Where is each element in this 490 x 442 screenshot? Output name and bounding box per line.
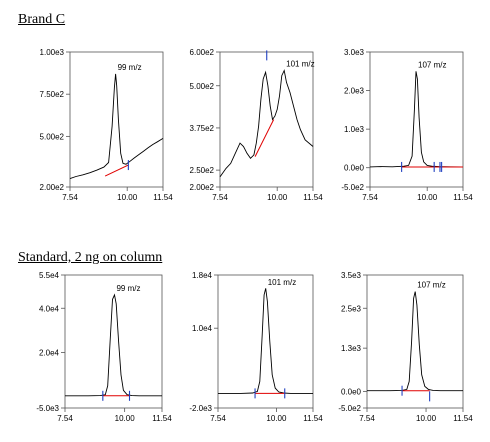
series-trace (369, 71, 464, 168)
series-trace (65, 293, 162, 397)
plot-frame (219, 51, 314, 188)
y-tick-label: 3.75e2 (190, 124, 215, 133)
plot-frame (217, 274, 314, 409)
y-tick-label: 1.3e3 (341, 344, 362, 353)
x-tick-label: 11.54 (303, 193, 323, 202)
x-tick-label: 10.00 (266, 414, 287, 423)
series-trace (219, 69, 314, 178)
y-tick-label: 4.0e4 (39, 304, 60, 313)
series-trace (69, 73, 164, 180)
y-tick-label: 2.0e4 (39, 349, 60, 358)
integration-baseline (254, 119, 275, 157)
y-tick-label: -2.0e3 (189, 404, 212, 413)
section-title-brand-c: Brand C (18, 12, 66, 27)
y-tick-label: 5.00e2 (190, 82, 215, 91)
peak-annotation: 107 m/z (417, 281, 445, 290)
series-trace (218, 288, 313, 394)
plot-frame (366, 274, 464, 409)
y-tick-label: 0.0e0 (344, 164, 365, 173)
series-trace (367, 291, 463, 392)
y-tick-label: 7.50e2 (40, 90, 65, 99)
y-tick-label: 1.0e4 (192, 324, 213, 333)
y-tick-label: 1.8e4 (192, 271, 213, 280)
y-tick-label: 1.00e3 (40, 48, 65, 57)
x-tick-label: 11.54 (153, 193, 173, 202)
y-tick-label: 2.00e2 (190, 183, 215, 192)
peak-annotation: 99 m/z (118, 63, 142, 72)
x-tick-label: 7.54 (359, 414, 375, 423)
x-tick-label: 11.54 (453, 193, 473, 202)
peak-annotation: 99 m/z (116, 284, 140, 293)
peak-annotation: 101 m/z (286, 60, 314, 69)
y-tick-label: 2.5e3 (341, 304, 362, 313)
y-tick-label: 5.00e2 (40, 132, 65, 141)
x-tick-label: 10.00 (267, 193, 288, 202)
plot-frame (64, 274, 163, 409)
x-tick-label: 11.54 (303, 414, 323, 423)
peak-annotation: 101 m/z (268, 278, 296, 287)
x-tick-label: 11.54 (152, 414, 172, 423)
y-tick-label: 3.5e3 (341, 271, 362, 280)
x-tick-label: 7.54 (57, 414, 73, 423)
y-tick-label: 2.0e3 (344, 87, 365, 96)
y-tick-label: 2.00e2 (40, 183, 65, 192)
section-title-standard: Standard, 2 ng on column (18, 250, 163, 265)
y-tick-label: 5.5e4 (39, 271, 60, 280)
x-tick-label: 11.54 (453, 414, 473, 423)
y-tick-label: 3.0e3 (344, 48, 365, 57)
y-tick-label: 6.00e2 (190, 48, 215, 57)
x-tick-label: 7.54 (212, 193, 228, 202)
y-tick-label: 1.0e3 (344, 125, 365, 134)
plot-frame (69, 51, 164, 188)
x-tick-label: 7.54 (362, 193, 378, 202)
x-tick-label: 7.54 (62, 193, 78, 202)
y-tick-label: -5.0e2 (338, 404, 361, 413)
x-tick-label: 10.00 (417, 193, 438, 202)
x-tick-label: 7.54 (210, 414, 226, 423)
x-tick-label: 10.00 (117, 193, 138, 202)
y-tick-label: 2.50e2 (190, 166, 215, 175)
x-tick-label: 10.00 (416, 414, 437, 423)
x-tick-label: 10.00 (115, 414, 136, 423)
y-tick-label: -5.0e3 (36, 404, 59, 413)
plot-frame (369, 51, 464, 188)
integration-baseline (104, 164, 129, 177)
peak-annotation: 107 m/z (418, 60, 446, 69)
y-tick-label: 0.0e0 (341, 387, 362, 396)
y-tick-label: -5.0e2 (341, 183, 364, 192)
